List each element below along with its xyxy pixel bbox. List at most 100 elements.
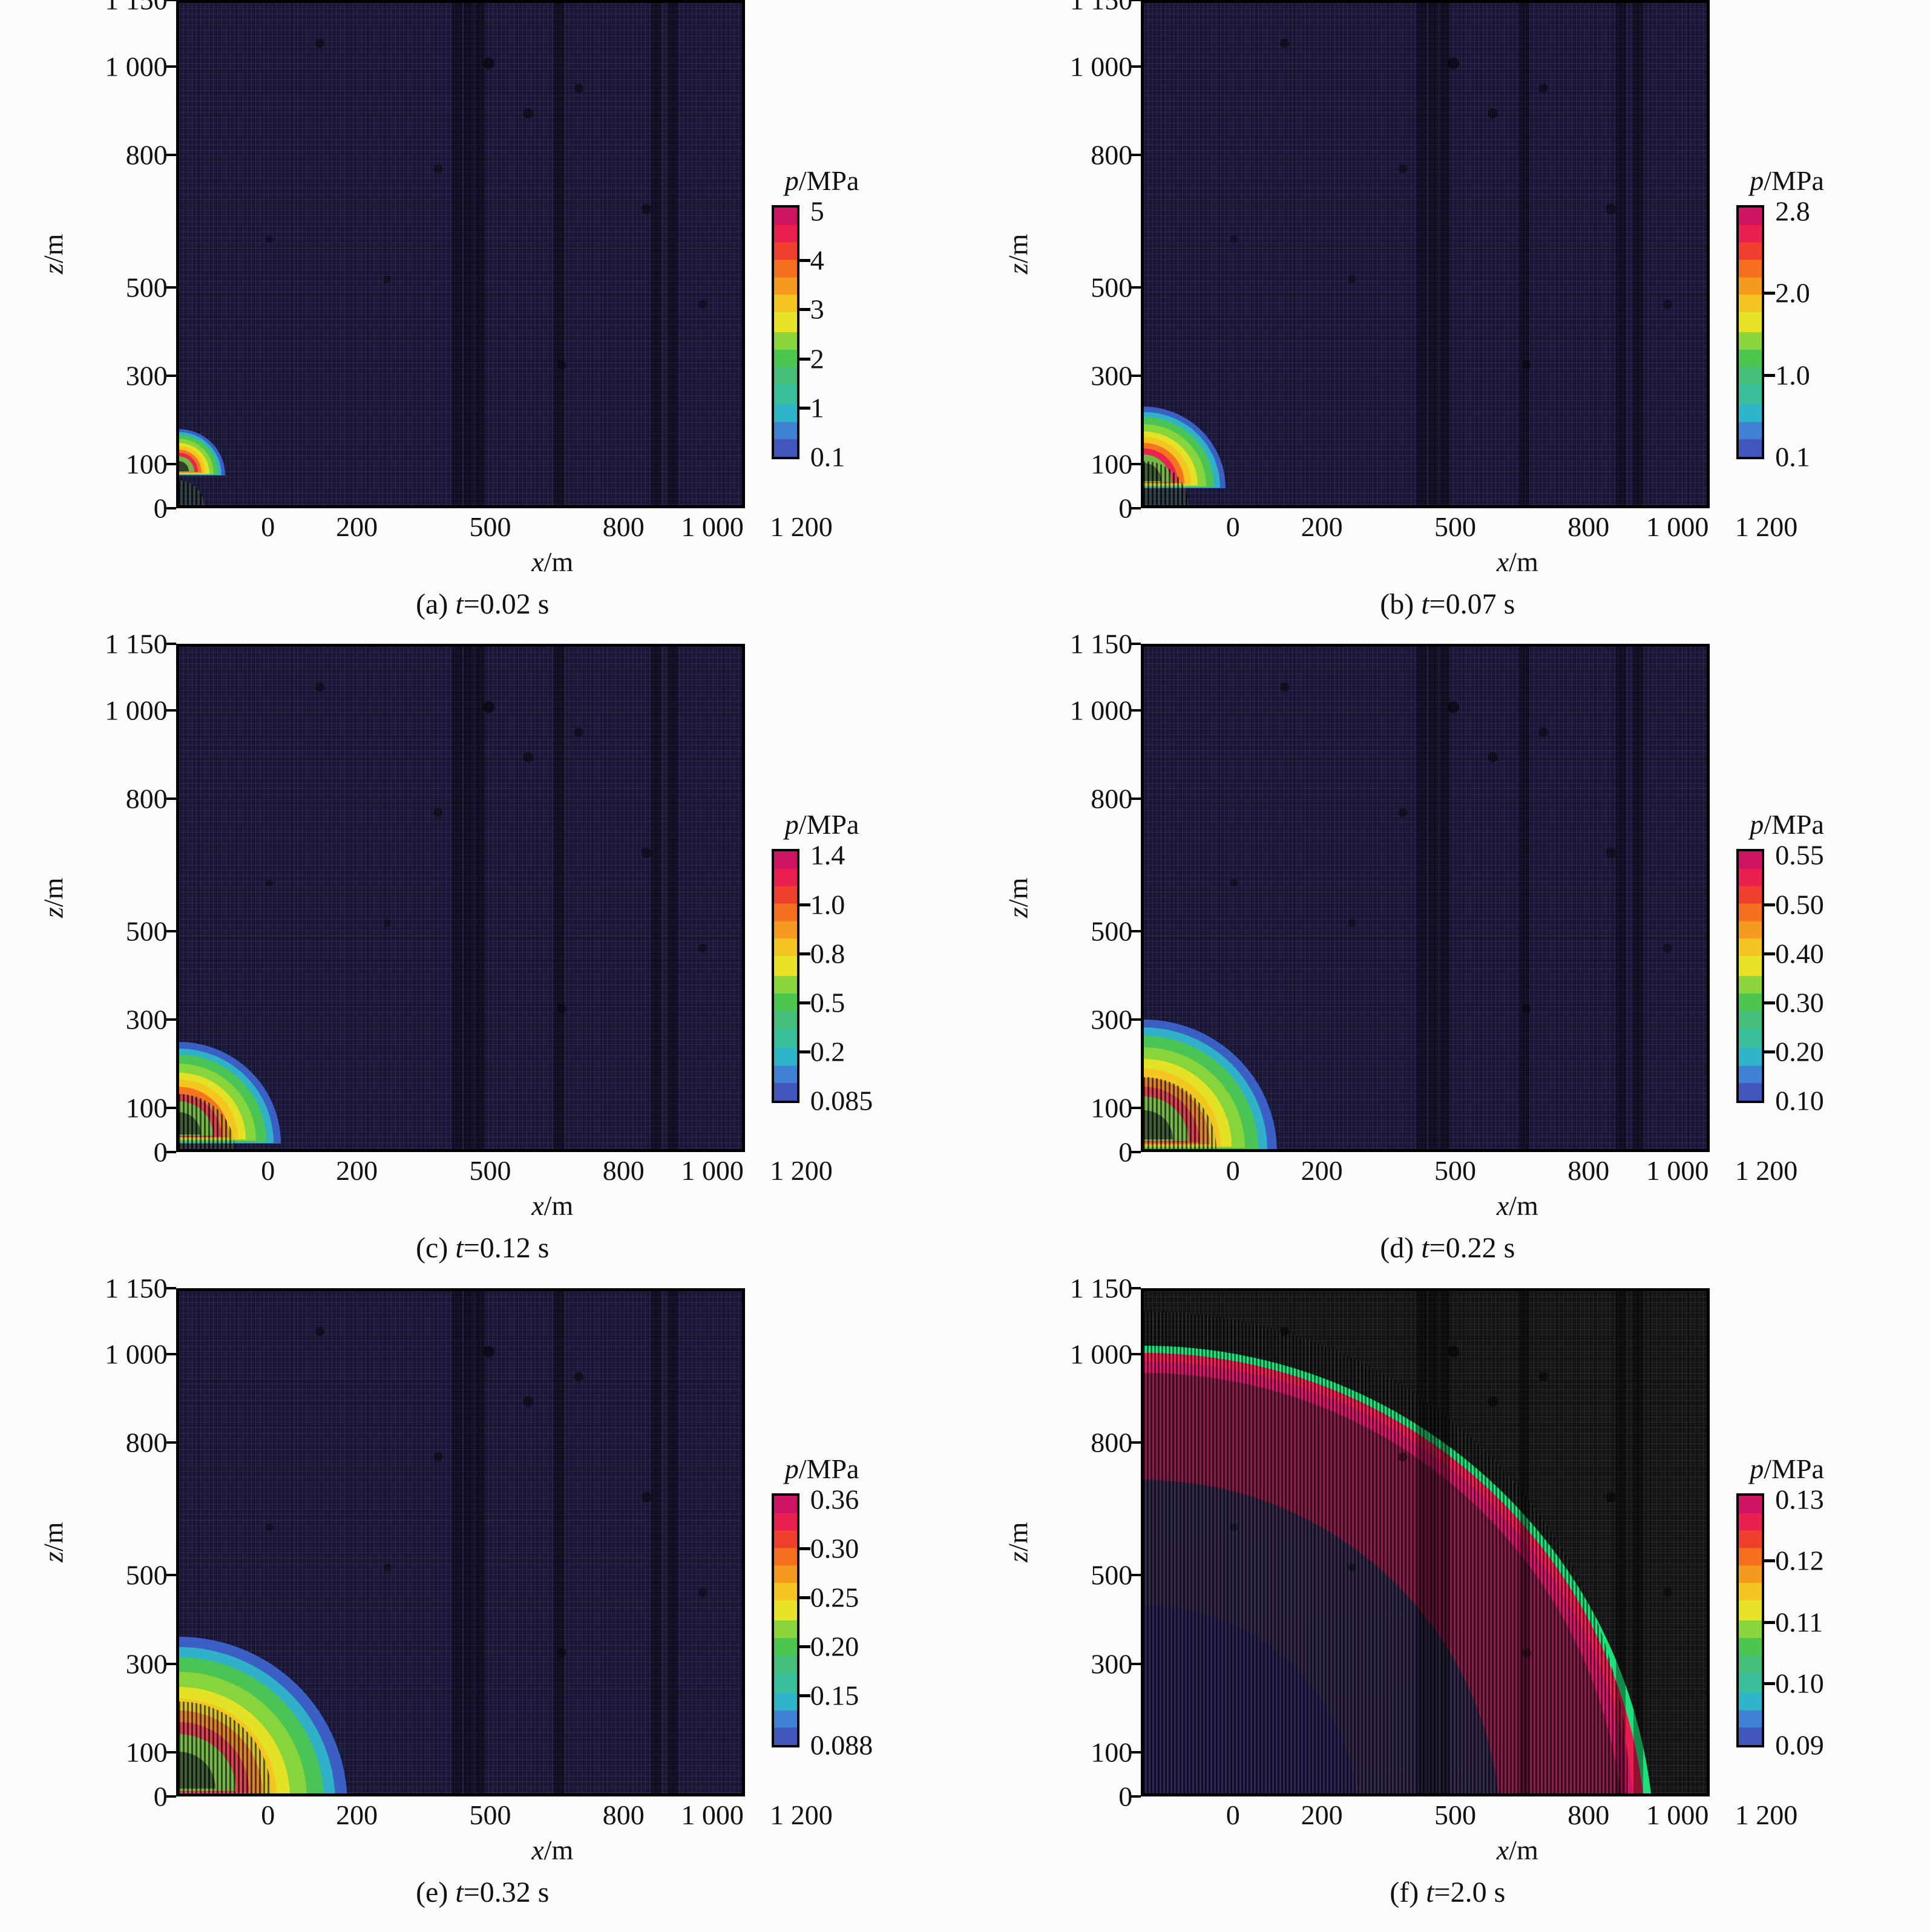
colorbar-gradient <box>1736 1493 1765 1747</box>
panel-caption: (d) t=0.22 s <box>1380 1232 1515 1265</box>
colorbar-title-symbol: p <box>1750 809 1764 840</box>
blast-contour-shell <box>1144 407 1226 489</box>
x-axis-tick-label: 1 000 <box>1646 1799 1709 1830</box>
colorbar-tick-mark <box>1763 292 1776 295</box>
y-axis-tick-label: 300 <box>125 1648 168 1680</box>
x-axis-tick-label: 1 200 <box>770 511 833 542</box>
y-axis-tick-label: 1 000 <box>105 1338 168 1370</box>
y-axis-tick-mark <box>1131 507 1141 509</box>
x-axis-label-unit: /m <box>543 1834 574 1865</box>
y-axis-tick-mark <box>1131 1107 1141 1110</box>
y-axis-tick-label: 1 000 <box>1069 695 1133 726</box>
panel-caption: (e) t=0.32 s <box>416 1876 550 1908</box>
y-axis-label-unit: /m <box>1002 1522 1034 1551</box>
y-axis-tick-label: 800 <box>125 139 168 171</box>
mesh-column-band <box>554 647 565 1150</box>
mesh-grid-overlay <box>1144 1291 1707 1793</box>
mesh-column-band <box>668 1291 678 1793</box>
y-axis-tick-label: 1 150 <box>1069 628 1133 660</box>
colorbar-gradient <box>1736 205 1765 459</box>
blast-contour-shell <box>179 1072 246 1140</box>
colorbar-title-symbol: p <box>1750 165 1764 196</box>
mesh-column-band <box>451 3 462 505</box>
colorbar-gradient <box>771 205 799 459</box>
blast-contour-shell <box>179 429 225 476</box>
colorbar-tick-label: 0.40 <box>1775 938 1824 969</box>
y-axis-tick-mark <box>166 0 176 1</box>
y-axis-tick-label: 500 <box>125 1559 168 1591</box>
y-axis-tick-mark <box>166 374 176 377</box>
y-axis-tick-label: 300 <box>1091 1648 1133 1680</box>
y-axis-tick-mark <box>1131 797 1141 800</box>
mesh-column-band <box>1428 3 1439 505</box>
colorbar-tick-mark <box>1763 1001 1776 1004</box>
colorbar-tick-mark <box>798 308 810 312</box>
blast-contour-shell <box>179 1672 307 1793</box>
y-axis-ticks: 0 100 300 500 800 1 000 1 150 <box>70 0 176 524</box>
x-axis-tick-label: 500 <box>1434 1155 1476 1187</box>
colorbar-title-symbol: p <box>784 165 799 196</box>
mesh-column-band <box>463 1291 473 1793</box>
colorbar-title-symbol: p <box>784 809 799 840</box>
mesh-column-band <box>474 647 485 1150</box>
mesh-column-band <box>1417 3 1427 505</box>
colorbar-tick-label: 0.085 <box>810 1085 873 1116</box>
y-axis-tick-mark <box>1131 1574 1141 1577</box>
colorbar-ticks: 1.4 1.0 0.8 0.5 0.2 0.085 <box>798 840 937 1116</box>
mesh-column-band <box>668 647 678 1150</box>
blast-contour-shell <box>1144 1096 1189 1142</box>
y-axis-tick-label: 1 150 <box>105 628 168 660</box>
x-axis-tick-label: 800 <box>602 511 645 542</box>
panel-caption: (b) t=0.07 s <box>1380 588 1515 620</box>
mesh-column-band <box>1633 647 1643 1150</box>
colorbar: p/MPa 0.36 0.30 0.25 0.20 0.15 0.088 <box>771 1453 929 1760</box>
colorbar-title: p/MPa <box>1750 1453 1824 1485</box>
y-axis-ticks: 0 100 300 500 800 1 000 1 150 <box>1035 0 1141 524</box>
y-axis-label-unit: /m <box>38 878 69 908</box>
x-axis-tick-label: 1 200 <box>770 1155 833 1187</box>
y-axis-tick-mark <box>1131 643 1141 646</box>
x-axis-tick-label: 1 000 <box>681 511 744 542</box>
x-axis-label: x/m <box>268 546 837 578</box>
y-axis-tick-mark <box>1131 709 1141 712</box>
y-axis-tick-label: 500 <box>1091 272 1133 303</box>
mesh-column-band <box>554 3 565 505</box>
y-axis-tick-mark <box>166 1353 176 1356</box>
colorbar-tick-mark <box>798 1001 810 1004</box>
mesh-column-band <box>1440 1291 1450 1793</box>
y-axis-tick-label: 300 <box>125 360 168 391</box>
y-axis-tick-label: 800 <box>125 1427 168 1458</box>
colorbar-ticks: 0.55 0.50 0.40 0.30 0.20 0.10 <box>1763 840 1902 1116</box>
x-axis-label-var: x <box>531 1190 544 1222</box>
colorbar-tick-label: 0.10 <box>1775 1668 1824 1699</box>
colorbar-ticks: 0.36 0.30 0.25 0.20 0.15 0.088 <box>798 1484 937 1760</box>
colorbar-tick-mark <box>1763 903 1776 906</box>
x-axis-label-unit: /m <box>1509 1834 1538 1865</box>
blast-contour-shell <box>179 1646 336 1793</box>
y-axis-tick-mark <box>166 1662 176 1665</box>
x-axis-ticks: 0 200 500 800 1 000 1 200 <box>261 508 837 546</box>
y-axis-tick-label: 100 <box>125 1737 168 1768</box>
y-axis-label-unit: /m <box>1002 234 1034 264</box>
colorbar-tick-label: 0.25 <box>810 1582 859 1613</box>
colorbar-ticks: 5 4 3 2 1 0.1 <box>798 196 937 473</box>
blast-contour-shell <box>1144 1059 1232 1147</box>
x-axis-tick-label: 1 000 <box>681 1155 744 1187</box>
colorbar-tick-label: 0.1 <box>1775 441 1810 473</box>
contour-plot-area <box>1141 0 1710 508</box>
blast-contour-shell <box>179 1063 257 1141</box>
y-axis-tick-label: 1 000 <box>1069 1338 1133 1370</box>
colorbar-ticks: 2.8 2.0 1.0 0.1 <box>1763 196 1902 473</box>
blast-contour-shell <box>179 453 199 473</box>
x-axis-label-var: x <box>1496 1834 1509 1865</box>
y-axis-tick-mark <box>166 1574 176 1577</box>
colorbar-tick-mark <box>798 1596 810 1600</box>
x-axis-label-unit: /m <box>1509 1190 1538 1222</box>
colorbar-tick-mark <box>798 1694 810 1698</box>
x-axis-label-var: x <box>531 546 544 577</box>
colorbar: p/MPa 5 4 3 2 1 0.1 <box>771 165 929 473</box>
mesh-column-band <box>1616 3 1626 505</box>
blast-wave-contours <box>1144 3 1707 505</box>
y-axis-tick-mark <box>1131 1795 1141 1798</box>
y-axis-tick-mark <box>166 797 176 800</box>
